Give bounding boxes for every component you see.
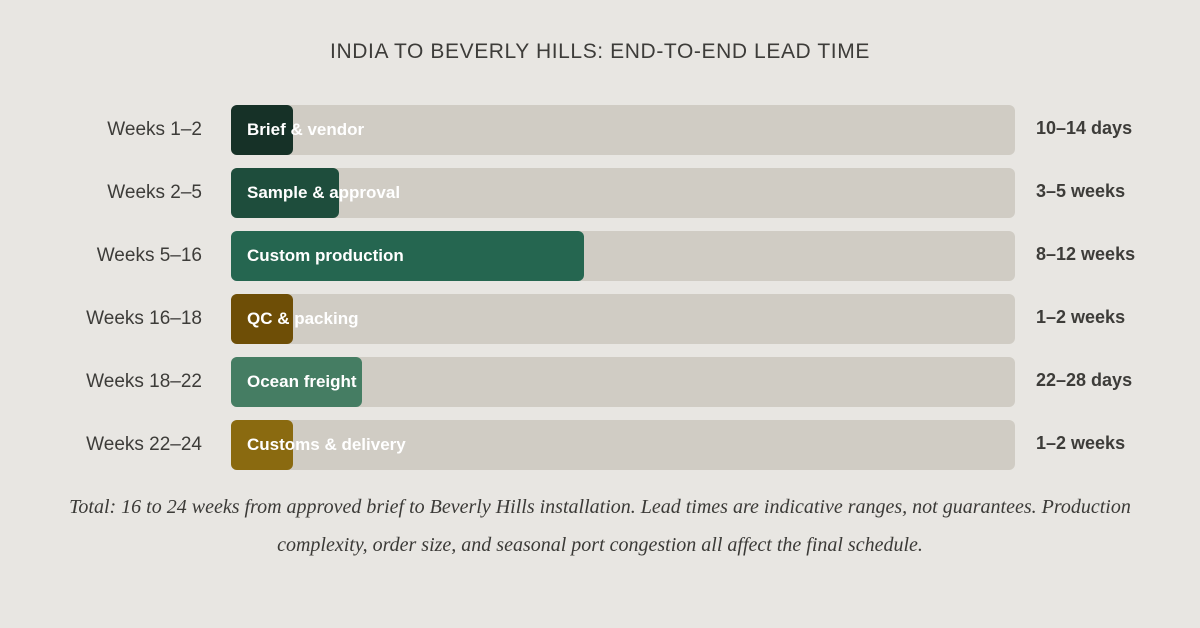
bar-duration-label: 10–14 days [1036,118,1133,138]
bar-fill [231,231,584,281]
bar-phase-label: Customs & delivery [247,435,406,454]
bar-fill [231,420,293,470]
chart-footnote: Total: 16 to 24 weeks from approved brie… [69,496,1131,556]
row-week-label: Weeks 5–16 [96,245,202,266]
bar-track: Sample & approval [231,168,1015,218]
chart-row: Weeks 16–18 QC & packing 1–2 weeks [0,294,1200,344]
bar-track: Customs & delivery [231,420,1015,470]
bar-duration-label: 3–5 weeks [1036,181,1126,201]
bar-fill [231,357,362,407]
bar-duration-label: 1–2 weeks [1036,433,1126,453]
chart-row: Weeks 5–16 Custom production 8–12 weeks [0,231,1200,281]
row-week-label: Weeks 16–18 [86,308,202,329]
bar-fill [231,294,293,344]
bar-duration-label: 8–12 weeks [1036,244,1136,264]
chart-row: Weeks 1–2 Brief & vendor 10–14 days [0,105,1200,155]
bar-phase-label: Sample & approval [247,183,401,202]
chart-row: Weeks 2–5 Sample & approval 3–5 weeks [0,168,1200,218]
chart-title: INDIA TO BEVERLY HILLS: END-TO-END LEAD … [330,40,870,63]
bar-track: Custom production [231,231,1015,281]
bar-phase-label: QC & packing [247,309,359,328]
row-week-label: Weeks 18–22 [86,371,202,392]
bar-phase-label: Brief & vendor [247,120,365,139]
bar-duration-label: 22–28 days [1036,370,1133,390]
bar-phase-label: Custom production [247,246,404,265]
bar-fill [231,105,293,155]
chart-row: Weeks 18–22 Ocean freight 22–28 days [0,357,1200,407]
bar-track: QC & packing [231,294,1015,344]
row-week-label: Weeks 2–5 [107,182,202,203]
bar-phase-label: Ocean freight [247,372,357,391]
chart-row: Weeks 22–24 Customs & delivery 1–2 weeks [0,420,1200,470]
row-week-label: Weeks 1–2 [107,119,202,140]
bar-track: Brief & vendor [231,105,1015,155]
bar-track: Ocean freight [231,357,1015,407]
bar-fill [231,168,339,218]
bar-duration-label: 1–2 weeks [1036,307,1126,327]
row-week-label: Weeks 22–24 [86,434,202,455]
